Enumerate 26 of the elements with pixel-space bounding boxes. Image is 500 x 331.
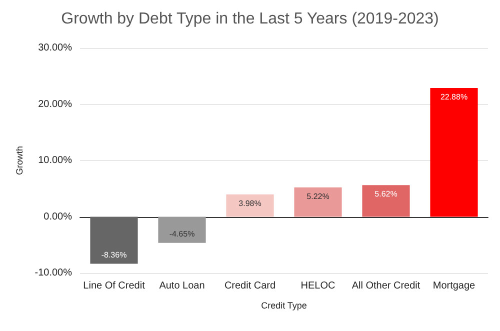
bar <box>90 216 138 264</box>
y-axis-title: Growth <box>14 146 24 176</box>
data-label: 5.22% <box>306 192 330 201</box>
bar <box>362 185 410 217</box>
y-tick-label: 30.00% <box>38 42 72 54</box>
x-tick-label: Credit Card <box>224 280 276 292</box>
bar <box>158 216 206 243</box>
x-tick-label: HELOC <box>300 280 336 292</box>
data-label: -8.36% <box>101 250 127 260</box>
bar <box>294 187 342 217</box>
x-tick-label: Mortgage <box>432 280 476 292</box>
bar <box>226 194 274 217</box>
x-axis-title: Credit Type <box>261 300 307 310</box>
data-label: -4.65% <box>169 229 195 238</box>
x-tick-label: Auto Loan <box>159 280 205 292</box>
x-tick-label: Line Of Credit <box>83 280 146 292</box>
y-tick-label: -10.00% <box>34 268 72 278</box>
y-tick-label: 20.00% <box>38 98 72 110</box>
data-label: 3.98% <box>238 198 262 208</box>
data-label: 22.88% <box>440 92 468 102</box>
y-tick-label: 10.00% <box>38 155 72 166</box>
data-label: 5.62% <box>374 190 398 199</box>
x-tick-label: All Other Credit <box>352 280 420 292</box>
bar <box>430 88 478 217</box>
y-tick-label: 0.00% <box>44 211 72 222</box>
chart-title: Growth by Debt Type in the Last 5 Years (2019-2023) <box>61 10 439 28</box>
